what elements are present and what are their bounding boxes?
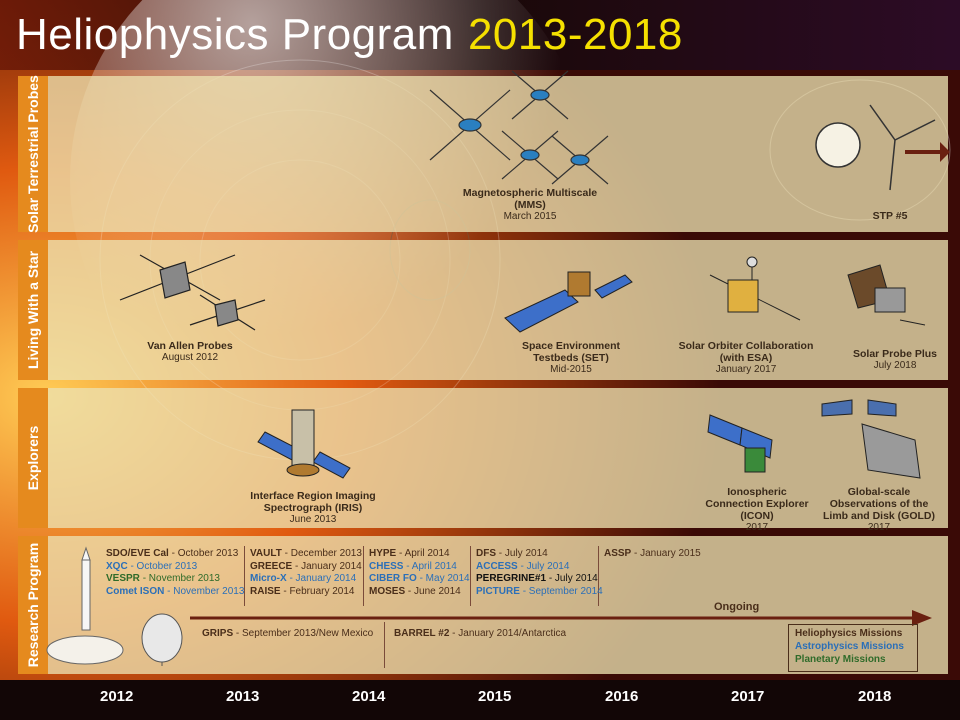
caption-gold: Global-scale Observations of the Limb an…: [816, 486, 942, 534]
research-item: ACCESS - July 2014: [476, 560, 570, 572]
research-item: Micro-X - January 2014: [250, 573, 357, 584]
caption-set: Space Environment Testbeds (SET) Mid-2015: [512, 340, 630, 376]
caption-solar-orbiter: Solar Orbiter Collaboration (with ESA) Ja…: [676, 340, 816, 376]
page-title: Heliophysics Program 2013-2018: [16, 10, 683, 60]
research-item: CIBER FO - May 2014: [369, 573, 470, 584]
research-item: RAISE - February 2014: [250, 585, 355, 597]
legend-astrophysics: Astrophysics Missions: [795, 641, 904, 652]
mission-name: Van Allen Probes: [147, 340, 233, 352]
ongoing-label: Ongoing: [714, 601, 760, 613]
program-tab-research: Research Program: [18, 536, 48, 674]
research-item: GREECE - January 2014: [250, 560, 362, 572]
year-label: 2012: [100, 688, 134, 705]
research-item: CHESS - April 2014: [369, 560, 457, 572]
mission-name: Global-scale Observations of the Limb an…: [822, 486, 935, 522]
mission-date: January 2017: [715, 364, 777, 375]
ongoing-arrow-icon: [190, 610, 932, 626]
caption-mms: Magnetospheric Multiscale (MMS) March 201…: [460, 187, 600, 223]
band-explorers: [18, 388, 948, 528]
research-item: HYPE - April 2014: [369, 548, 450, 559]
column-divider: [363, 546, 364, 606]
caption-solar-probe-plus: Solar Probe Plus July 2018: [850, 348, 940, 372]
column-divider: [384, 622, 385, 668]
research-item-assp: ASSP - January 2015: [604, 548, 701, 559]
research-item: DFS - July 2014: [476, 548, 548, 559]
research-column-2014b: DFS - July 2014 ACCESS - July 2014 PEREG…: [476, 548, 603, 598]
program-tab-explorers: Explorers: [18, 388, 48, 528]
mission-legend: Heliophysics Missions Astrophysics Missi…: [788, 624, 918, 672]
research-item: SDO/EVE Cal - October 2013: [106, 548, 239, 559]
research-column-2013b: VAULT - December 2013 GREECE - January 2…: [250, 548, 362, 598]
mission-name: STP #5: [872, 210, 908, 222]
caption-van-allen-probes: Van Allen Probes August 2012: [130, 340, 250, 364]
research-item: PEREGRINE#1 - July 2014: [476, 573, 598, 584]
year-label: 2018: [858, 688, 892, 705]
iris-spacecraft-icon: [257, 409, 351, 479]
research-column-2014: HYPE - April 2014 CHESS - April 2014 CIB…: [369, 548, 470, 598]
research-column-2013: SDO/EVE Cal - October 2013 XQC - October…: [106, 548, 244, 598]
mission-name: Space Environment Testbeds (SET): [521, 340, 621, 364]
stp5-spacecraft-icon: [815, 104, 950, 191]
mission-date: June 2013: [289, 514, 337, 525]
legend-heliophysics: Heliophysics Missions: [795, 628, 903, 639]
research-item-grips: GRIPS - September 2013/New Mexico: [202, 628, 374, 639]
research-item: Comet ISON - November 2013: [106, 585, 245, 597]
title-years: 2013-2018: [467, 10, 683, 59]
year-label: 2013: [226, 688, 260, 705]
mission-date: March 2015: [503, 211, 557, 222]
gold-spacecraft-icon: [821, 399, 921, 479]
mission-date: Mid-2015: [550, 364, 592, 375]
caption-iris: Interface Region Imaging Spectrograph (I…: [250, 490, 376, 526]
title-main: Heliophysics Program: [16, 10, 454, 59]
mission-name: Solar Probe Plus: [852, 348, 938, 360]
icon-spacecraft-icon: [707, 414, 773, 473]
legend-planetary: Planetary Missions: [795, 654, 886, 665]
rocket-launch-icon: [46, 546, 124, 665]
mms-spacecraft-icon: [429, 70, 609, 185]
year-label: 2017: [731, 688, 765, 705]
band-living-with-a-star: [18, 240, 948, 380]
research-item: PICTURE - September 2014: [476, 585, 603, 597]
program-tab-lws: Living With a Star: [18, 240, 48, 380]
research-item: VAULT - December 2013: [250, 548, 362, 559]
mission-date: 2017: [745, 522, 769, 533]
research-item-barrel: BARREL #2 - January 2014/Antarctica: [394, 628, 567, 639]
mission-date: July 2018: [873, 360, 917, 371]
column-divider: [470, 546, 471, 606]
caption-icon: Ionospheric Connection Explorer (ICON) 20…: [698, 486, 816, 534]
mission-name: Magnetospheric Multiscale (MMS): [462, 187, 598, 211]
set-spacecraft-icon: [504, 271, 633, 333]
year-label: 2015: [478, 688, 512, 705]
research-item: XQC - October 2013: [106, 560, 198, 572]
van-allen-probes-icon: [119, 254, 266, 331]
year-label: 2016: [605, 688, 639, 705]
solar-probe-plus-icon: [847, 264, 926, 326]
year-label: 2014: [352, 688, 386, 705]
mission-name: Solar Orbiter Collaboration (with ESA): [678, 340, 814, 364]
mission-name: Ionospheric Connection Explorer (ICON): [705, 486, 809, 522]
band-solar-terrestrial-probes: [18, 76, 948, 232]
caption-stp5: STP #5: [860, 210, 920, 222]
column-divider: [244, 546, 245, 606]
research-item: VESPR - November 2013: [106, 573, 220, 584]
research-item: MOSES - June 2014: [369, 585, 461, 597]
mission-date: August 2012: [161, 352, 219, 363]
solar-orbiter-icon: [709, 256, 801, 321]
mission-date: 2017: [867, 522, 891, 533]
column-divider: [598, 546, 599, 606]
program-tab-stp: Solar Terrestrial Probes: [18, 75, 48, 233]
mission-name: Interface Region Imaging Spectrograph (I…: [250, 490, 376, 514]
balloon-icon: [141, 613, 183, 666]
